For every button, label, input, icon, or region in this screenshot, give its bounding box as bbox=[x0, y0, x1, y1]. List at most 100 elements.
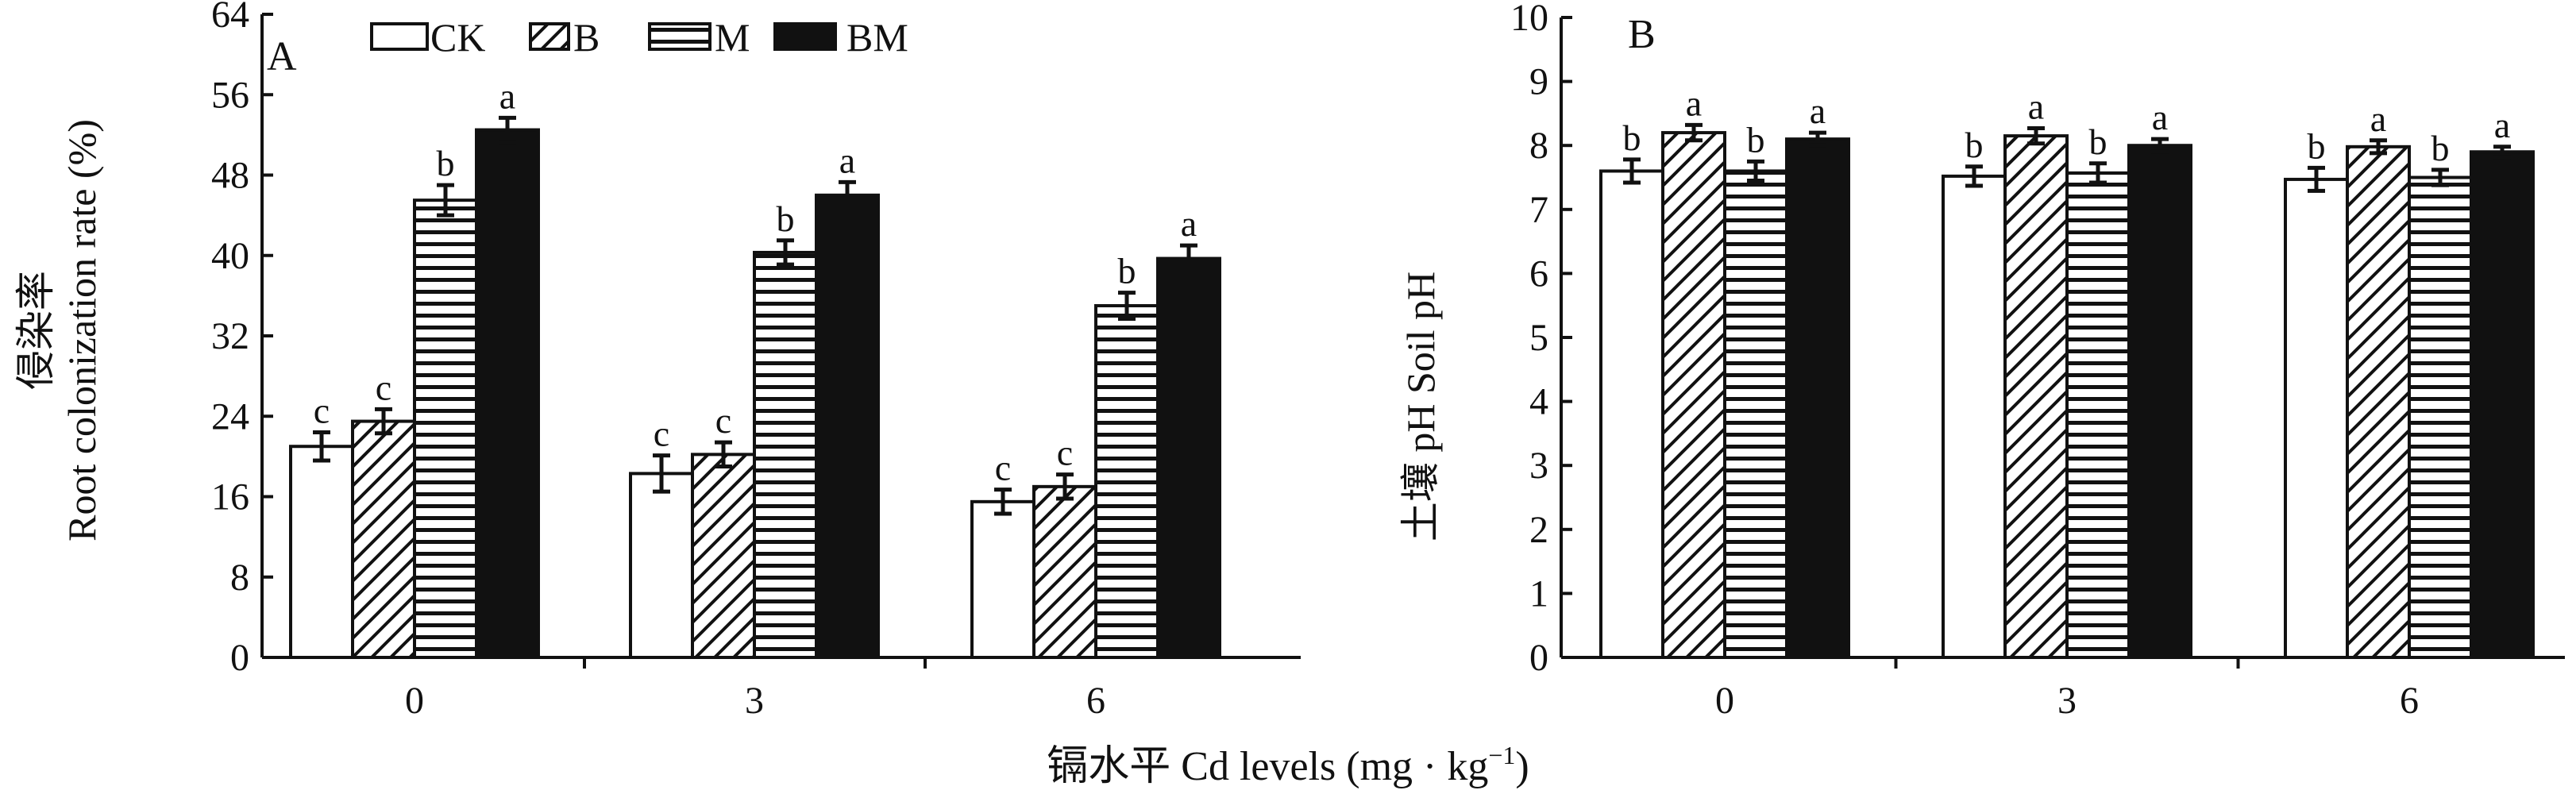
panel-b-y-title-en: pH Soil pH bbox=[1398, 272, 1443, 453]
panel-b-sig-letter-m-cd3: b bbox=[2089, 121, 2107, 162]
panel-b-sig-letter-b-cd0: a bbox=[1686, 83, 1702, 123]
legend-item-b: B bbox=[529, 15, 600, 60]
panel-b-y-tick-label-4: 4 bbox=[1529, 381, 1548, 423]
panel-b-bar-b-cd6 bbox=[2346, 145, 2411, 659]
panel-b-y-axis-title: 土壤 pH Soil pH bbox=[1398, 272, 1443, 542]
panel-b-y-tick-label-6: 6 bbox=[1529, 252, 1548, 295]
panel-b-y-tick-label-0: 0 bbox=[1529, 637, 1548, 679]
panel-b-y-tick-label-10: 10 bbox=[1510, 0, 1548, 39]
legend: CK B M BM bbox=[370, 15, 908, 60]
panel-a-bar-b-cd3 bbox=[691, 453, 756, 659]
panel-b-sig-letter-m-cd6: b bbox=[2431, 128, 2450, 168]
panel-a-y-tick-label-24: 24 bbox=[211, 395, 249, 437]
panel-b-bar-bm-cd6 bbox=[2470, 150, 2535, 659]
panel-b-y-title: 土壤 pH Soil pH bbox=[1398, 272, 1443, 542]
panel-a-y-tick-label-32: 32 bbox=[211, 315, 249, 357]
x-axis-title-text: 镉水平 Cd levels (mg · kg bbox=[1047, 744, 1488, 789]
panel-a-y-tick-label-40: 40 bbox=[211, 235, 249, 277]
panel-b-y-tick-label-1: 1 bbox=[1529, 572, 1548, 615]
panel-b-label: B bbox=[1628, 12, 1656, 57]
panel-b-y-tick-label-2: 2 bbox=[1529, 509, 1548, 551]
panel-b-sig-letter-m-cd0: b bbox=[1747, 119, 1765, 160]
panel-a-x-tick-label-3: 3 bbox=[745, 680, 764, 722]
legend-item-ck: CK bbox=[370, 15, 485, 60]
panel-b-bar-bm-cd3 bbox=[2127, 144, 2192, 659]
panel-b-x-tick-label-6: 6 bbox=[2400, 680, 2419, 722]
panel-b-soil-ph: B 土壤 pH Soil pH b b b a a a b b b a a a 0 1 2 3 4 5 6 7 8 9 10… bbox=[1398, 0, 2565, 722]
panel-b-sig-letter-bm-cd0: a bbox=[1810, 91, 1826, 131]
x-axis-title-close: ) bbox=[1515, 744, 1529, 789]
panel-a-x-tick-label-0: 0 bbox=[405, 680, 424, 722]
panel-a-bar-m-cd6 bbox=[1094, 304, 1159, 659]
panel-a-sig-letter-b-cd3: c bbox=[715, 400, 731, 441]
panel-a-label: A bbox=[267, 34, 297, 79]
panel-a-root-colonization: A 侵染率 Root colonization rate (%) c c c c c c b… bbox=[13, 0, 1301, 722]
legend-swatch-b bbox=[529, 22, 570, 51]
panel-a-y-tick-label-48: 48 bbox=[211, 155, 249, 197]
panel-a-sig-letter-bm-cd0: a bbox=[499, 75, 515, 116]
panel-a-bar-bm-cd0 bbox=[475, 128, 540, 659]
panel-b-sig-letter-b-cd6: a bbox=[2370, 98, 2386, 139]
panel-a-y-tick-label-56: 56 bbox=[211, 74, 249, 116]
panel-a-y-title-cn: 侵染率 bbox=[13, 271, 58, 390]
panel-a-sig-letter-bm-cd3: a bbox=[839, 140, 855, 180]
panel-a-bar-bm-cd6 bbox=[1156, 256, 1221, 659]
panel-b-bar-ck-cd6 bbox=[2284, 177, 2349, 659]
panel-a-sig-letter-m-cd3: b bbox=[777, 198, 795, 239]
panel-a-sig-letter-ck-cd0: c bbox=[314, 391, 330, 431]
panel-b-y-title-cn: 土壤 bbox=[1398, 462, 1443, 542]
legend-item-bm: BM bbox=[773, 15, 908, 60]
legend-label-bm: BM bbox=[846, 15, 908, 60]
panel-b-sig-letter-bm-cd6: a bbox=[2494, 105, 2510, 145]
legend-swatch-bm bbox=[773, 22, 837, 51]
panel-b-y-tick-label-7: 7 bbox=[1529, 189, 1548, 231]
panel-a-sig-letter-b-cd0: c bbox=[376, 367, 391, 407]
panel-b-x-tick-label-0: 0 bbox=[1715, 680, 1734, 722]
panel-b-bar-ck-cd3 bbox=[1942, 174, 2007, 659]
panel-a-sig-letter-bm-cd6: a bbox=[1181, 203, 1197, 244]
legend-item-m: M bbox=[648, 15, 750, 60]
legend-swatch-ck bbox=[370, 22, 429, 51]
panel-b-x-tick-label-3: 3 bbox=[2057, 680, 2077, 722]
panel-a-bar-ck-cd6 bbox=[970, 499, 1035, 659]
panel-a-bar-m-cd0 bbox=[413, 198, 478, 659]
panel-b-bar-bm-cd0 bbox=[1785, 137, 1850, 659]
panel-a-sig-letter-m-cd0: b bbox=[437, 143, 455, 183]
panel-b-sig-letter-ck-cd0: b bbox=[1623, 118, 1641, 158]
panel-b-bar-ck-cd0 bbox=[1599, 169, 1664, 659]
legend-label-b: B bbox=[573, 15, 600, 60]
panel-b-y-tick-label-5: 5 bbox=[1529, 317, 1548, 359]
panel-b-sig-letter-ck-cd6: b bbox=[2308, 125, 2326, 166]
panel-a-bar-bm-cd3 bbox=[815, 193, 880, 659]
legend-swatch-m bbox=[648, 22, 711, 51]
panel-b-bar-m-cd6 bbox=[2408, 175, 2473, 659]
panel-a-y-tick-label-16: 16 bbox=[211, 476, 249, 518]
panel-b-sig-letter-bm-cd3: a bbox=[2152, 97, 2168, 137]
panel-a-y-tick-label-0: 0 bbox=[230, 637, 249, 679]
panel-a-sig-letter-m-cd6: b bbox=[1118, 251, 1136, 291]
x-axis-title: 镉水平 Cd levels (mg · kg−1) bbox=[1047, 741, 1529, 789]
panel-a-y-axis-title: 侵染率 Root colonization rate (%) bbox=[13, 119, 104, 542]
panel-a-x-tick-label-6: 6 bbox=[1086, 680, 1105, 722]
panel-b-bar-b-cd3 bbox=[2003, 134, 2069, 660]
panel-b-bar-b-cd0 bbox=[1661, 131, 1726, 659]
panel-b-bar-m-cd3 bbox=[2065, 171, 2131, 660]
panel-b-y-tick-label-3: 3 bbox=[1529, 445, 1548, 487]
legend-label-ck: CK bbox=[430, 15, 485, 60]
panel-a-y-tick-label-8: 8 bbox=[230, 557, 249, 599]
panel-a-bar-m-cd3 bbox=[753, 250, 818, 659]
panel-b-y-tick-label-9: 9 bbox=[1529, 61, 1548, 103]
panel-a-sig-letter-b-cd6: c bbox=[1057, 433, 1073, 473]
panel-b-sig-letter-ck-cd3: b bbox=[1965, 125, 1984, 165]
panel-b-sig-letter-b-cd3: a bbox=[2028, 86, 2044, 126]
panel-b-y-title-gap bbox=[1398, 453, 1443, 463]
panel-b-bar-m-cd0 bbox=[1723, 169, 1788, 659]
panel-a-y-title-en: Root colonization rate (%) bbox=[60, 119, 104, 542]
panel-a-y-tick-label-64: 64 bbox=[211, 0, 249, 36]
panel-a-sig-letter-ck-cd3: c bbox=[654, 414, 669, 454]
panel-a-bar-ck-cd0 bbox=[289, 445, 354, 659]
panel-a-sig-letter-ck-cd6: c bbox=[995, 448, 1011, 488]
panel-b-y-tick-label-8: 8 bbox=[1529, 125, 1548, 167]
panel-a-bar-ck-cd3 bbox=[629, 472, 694, 659]
